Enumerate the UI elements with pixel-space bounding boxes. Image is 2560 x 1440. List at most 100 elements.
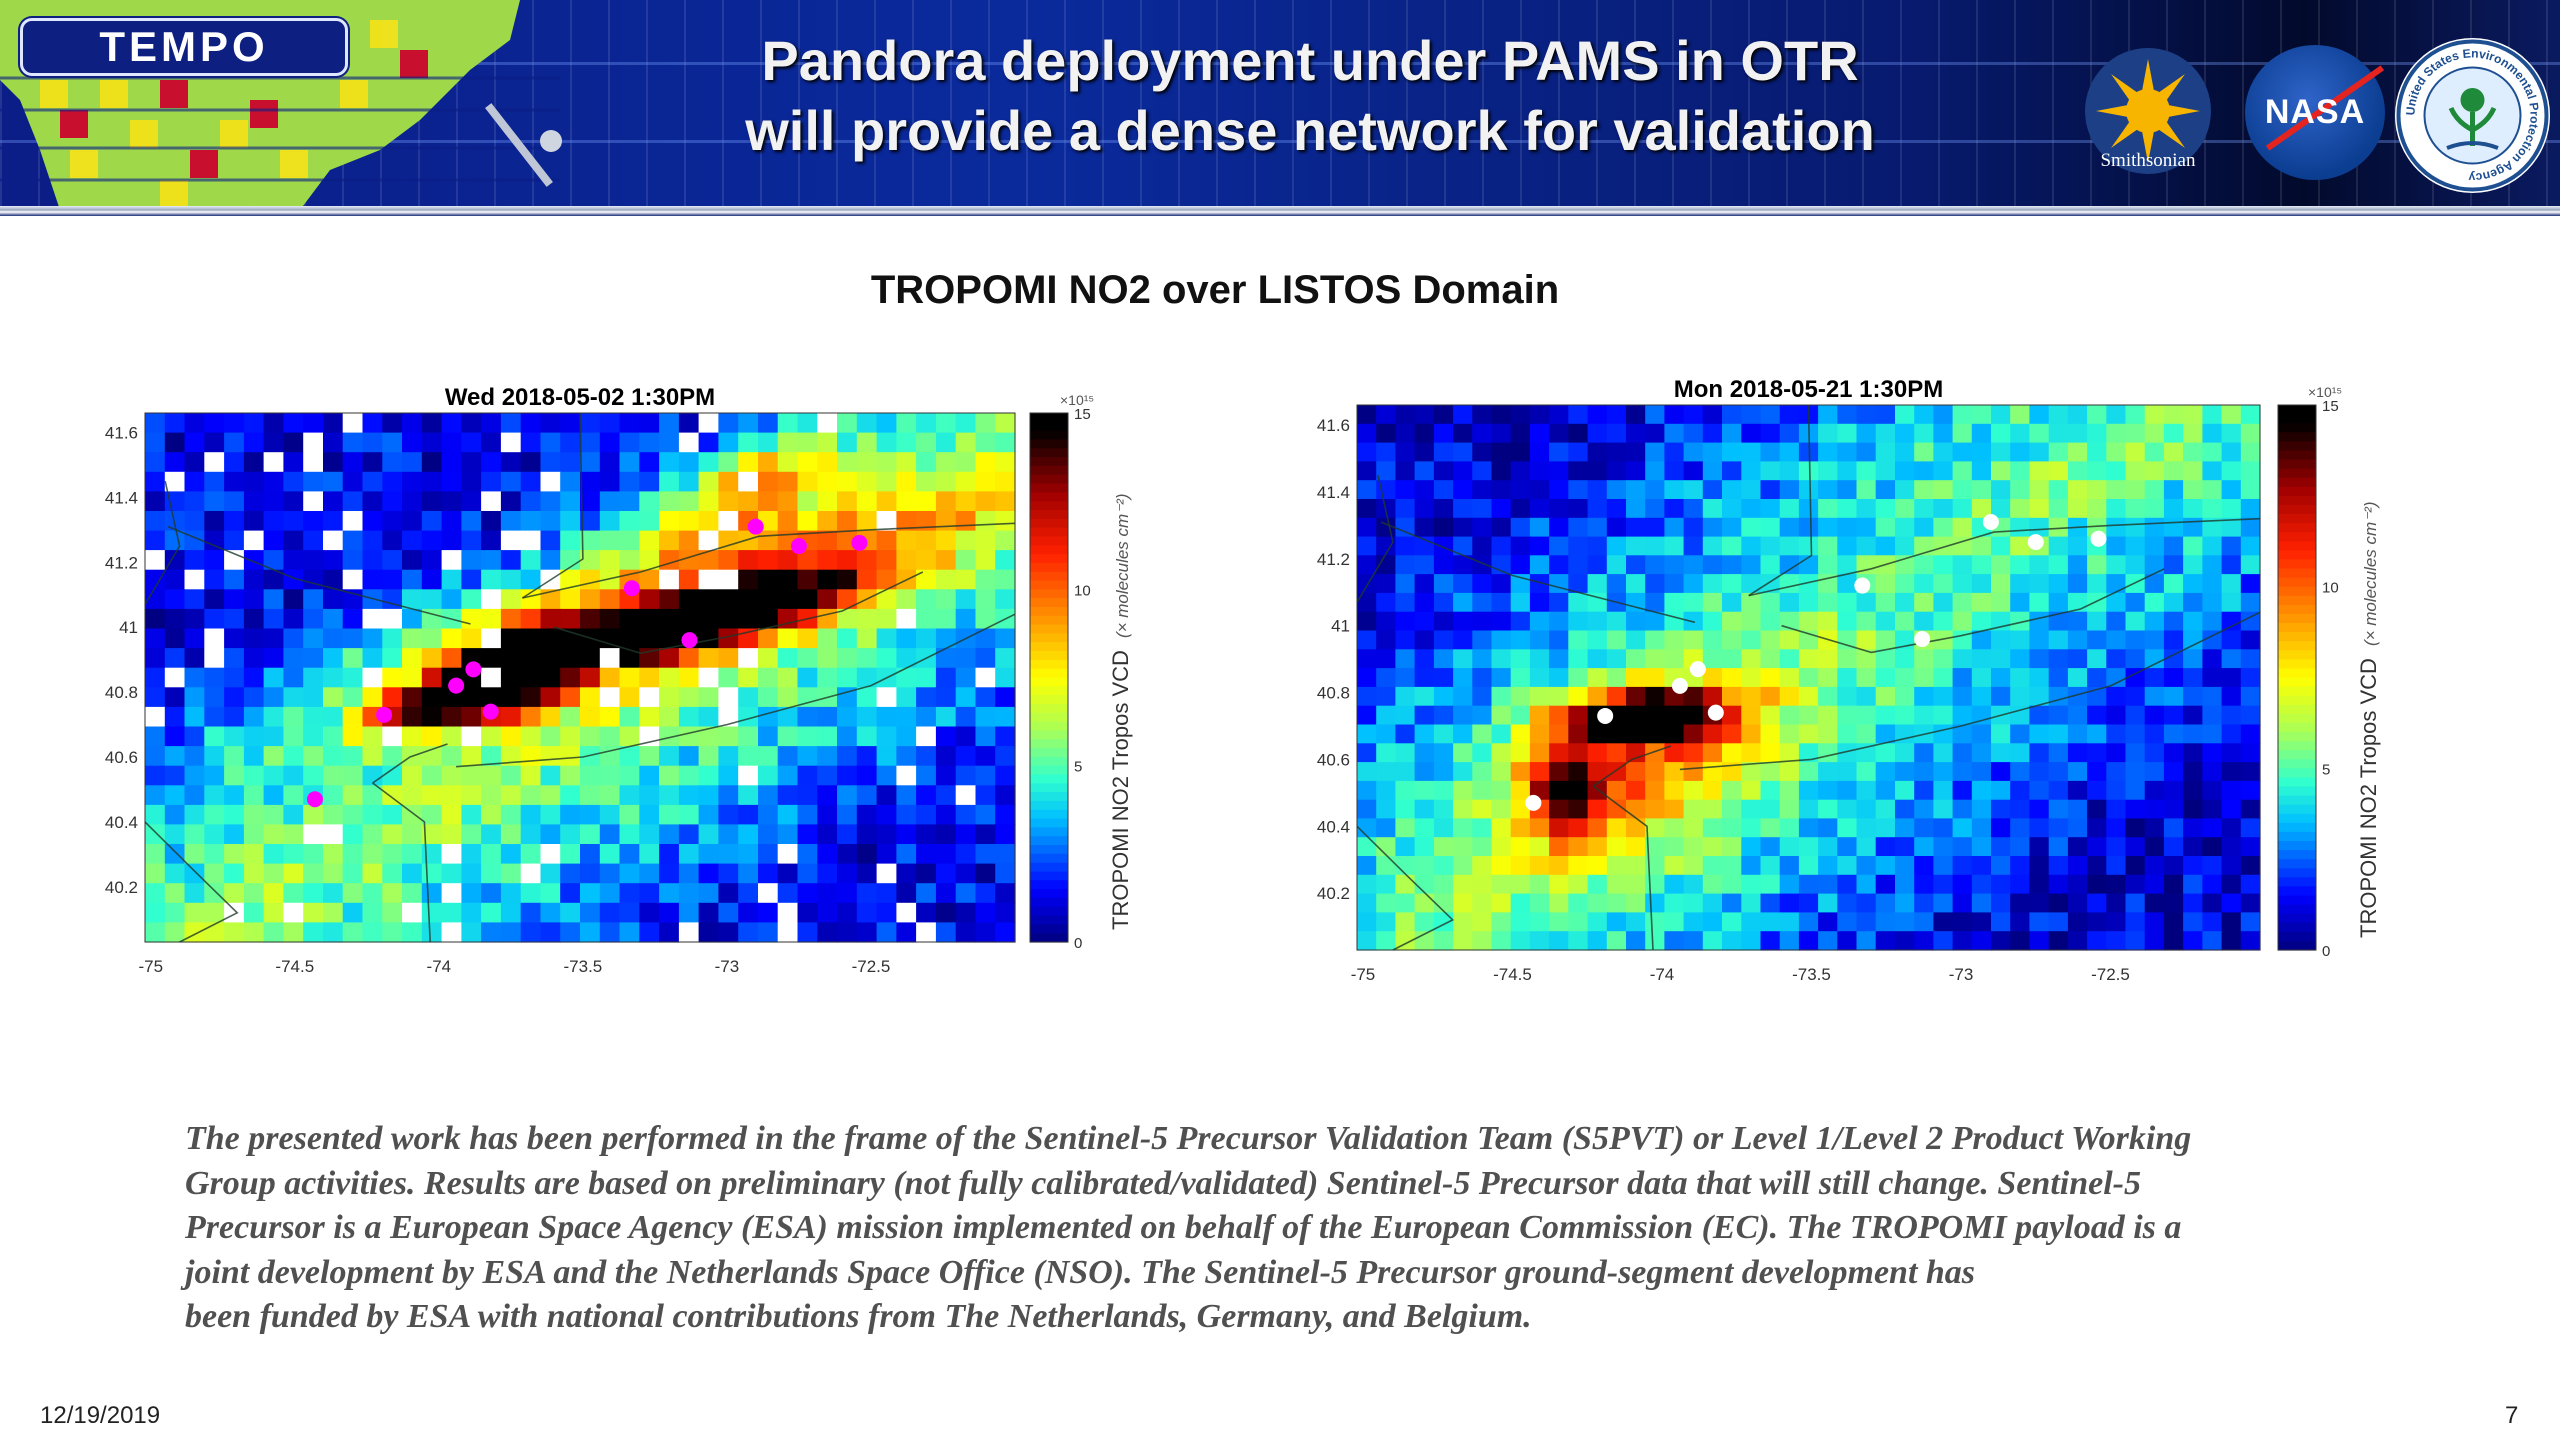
heatmap-cell [145,511,166,532]
heatmap-cell [1779,574,1800,594]
heatmap-cell [145,589,166,610]
heatmap-cell [1433,780,1454,801]
heatmap-cell [896,550,917,571]
heatmap-cell [2163,799,2184,820]
heatmap-cell [402,863,423,884]
heatmap-cell [2010,555,2030,575]
heatmap-cell [1645,574,1665,594]
heatmap-cell [1645,686,1665,707]
heatmap-cell [975,804,996,826]
heatmap-cell [718,550,739,571]
heatmap-cell [2240,818,2261,838]
heatmap-cell [362,883,383,904]
colorbar-label-text: TROPOMI NO2 Tropos VCD [2356,658,2381,938]
heatmap-cell [1626,517,1646,538]
heatmap-cell [837,452,858,473]
heatmap-cell [896,608,917,630]
heatmap-cell [1491,931,1512,951]
heatmap-cell [145,844,166,865]
heatmap-cell [1971,931,1992,951]
x-tick-label: -74.5 [275,957,314,976]
heatmap-cell [896,471,917,492]
heatmap-cell [1414,818,1435,838]
heatmap-cell [441,804,462,826]
disclaimer-line: Precursor is a European Space Agency (ES… [185,1209,2182,1246]
heatmap-cell [2087,856,2107,876]
heatmap-cell [520,413,542,434]
heatmap-cell [1875,499,1896,519]
heatmap-cell [1664,536,1685,556]
heatmap-cell [1722,686,1742,707]
heatmap-cell [1895,705,1915,726]
heatmap-cell [698,746,719,767]
heatmap-cell [1664,705,1685,726]
heatmap-cell [1875,686,1896,707]
heatmap-cell [2067,574,2088,594]
heatmap-cell [935,550,957,571]
heatmap-cell [2106,686,2127,707]
heatmap-cell [1472,668,1493,688]
heatmap-cell [659,667,680,688]
heatmap-cell [283,491,304,512]
heatmap-cell [659,746,680,767]
heatmap-cell [1433,762,1454,782]
heatmap-cell [1895,893,1915,913]
heatmap-cell [362,589,383,610]
heatmap-cell [2106,856,2127,876]
heatmap-cell [303,569,324,590]
heatmap-cell [441,608,462,630]
heatmap-cell [2144,856,2165,876]
heatmap-cell [2029,480,2050,500]
heatmap-cell [1702,461,1723,481]
heatmap-cell [2125,931,2146,951]
heatmap-cell [580,844,601,865]
heatmap-cell [580,628,601,649]
heatmap-cell [1376,762,1396,782]
heatmap-cell [1414,762,1435,782]
heatmap-cell [323,648,344,669]
heatmap-cell [856,491,878,512]
heatmap-cell [1376,912,1396,932]
heatmap-cell [1510,874,1531,895]
heatmap-cell [2202,912,2223,932]
heatmap-cell [738,902,759,923]
heatmap-cell [2144,574,2165,594]
y-tick-label: 40.2 [105,878,138,897]
heatmap-cell [243,452,265,473]
heatmap-cell [303,746,324,767]
heatmap-cell [1741,442,1762,462]
heatmap-cell [481,471,502,492]
heatmap-cell [2221,611,2242,632]
heatmap-cell [2067,762,2088,782]
heatmap-cell [1895,649,1915,669]
heatmap-cell [1971,668,1992,688]
heatmap-cell [2183,611,2203,632]
heatmap-cell [560,471,581,492]
heatmap-cell [2087,592,2107,613]
colorbar-segment [2278,777,2316,788]
heatmap-cell [619,628,640,649]
heatmap-cell [698,824,719,845]
heatmap-cell [402,902,423,923]
heatmap-cell [263,746,284,767]
heatmap-cell [145,824,166,845]
heatmap-cell [580,706,601,728]
heatmap-cell [2106,536,2127,556]
heatmap-cell [1510,931,1531,951]
heatmap-cell [738,511,759,532]
heatmap-cell [698,491,719,512]
heatmap-cell [243,883,265,904]
heatmap-cell [1549,724,1569,744]
heatmap-cell [738,863,759,884]
heatmap-cell [896,785,917,806]
heatmap-cell [1645,799,1665,820]
heatmap-cell [224,432,245,453]
heatmap-cell [481,863,502,884]
colorbar-segment [2278,704,2316,715]
heatmap-cell [224,471,245,492]
heatmap-cell [421,413,443,434]
heatmap-cell [955,569,977,590]
heatmap-cell [797,648,818,669]
heatmap-cell [1914,536,1934,556]
heatmap-cell [1895,423,1915,444]
